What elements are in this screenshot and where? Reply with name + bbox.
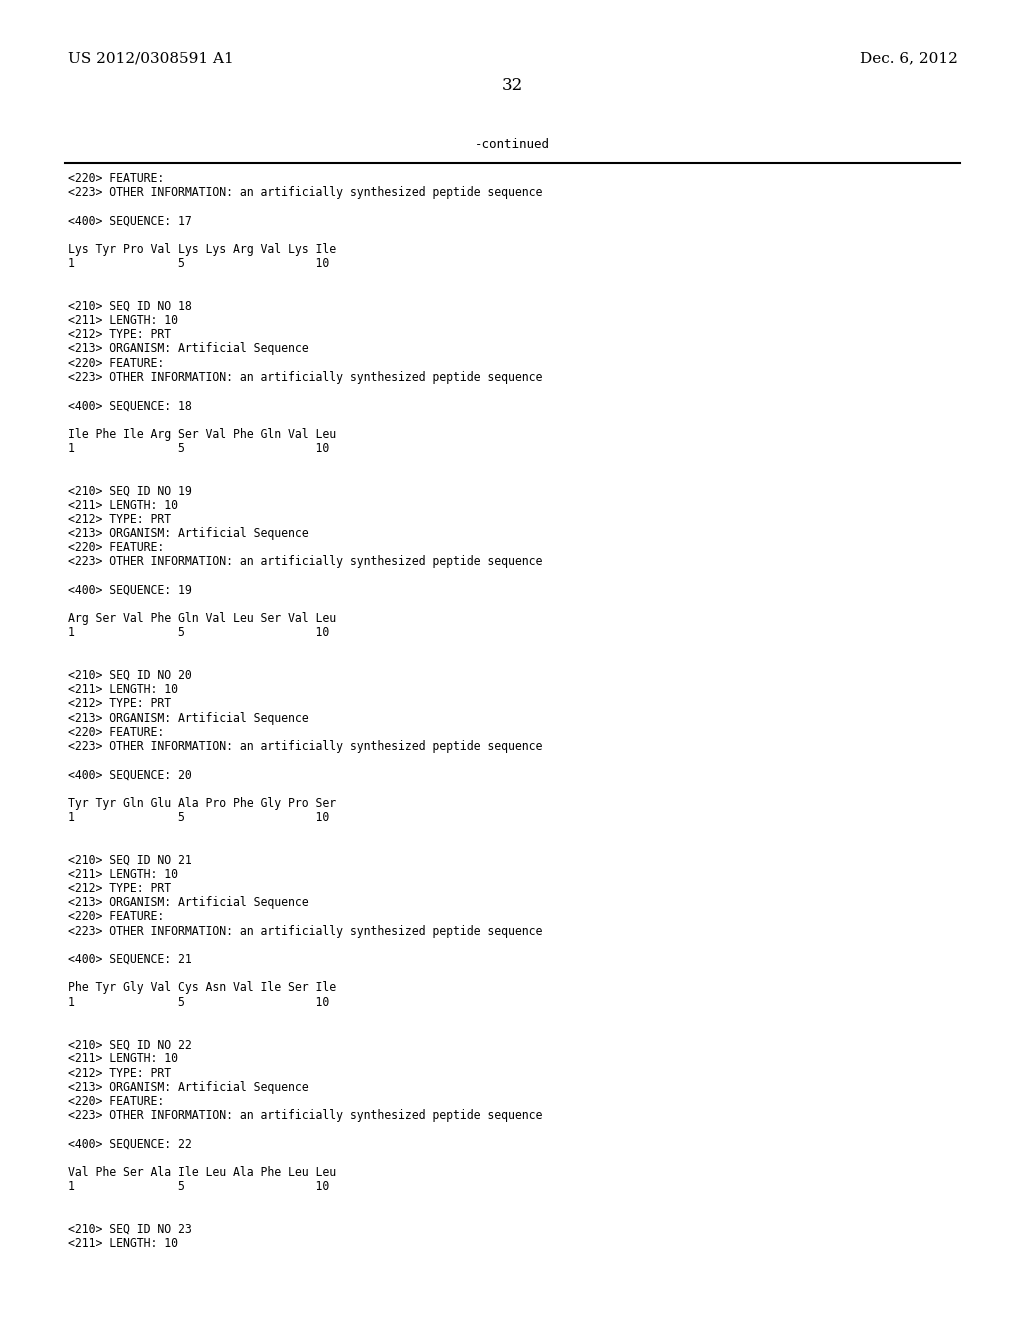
Text: <213> ORGANISM: Artificial Sequence: <213> ORGANISM: Artificial Sequence: [68, 711, 308, 725]
Text: Ile Phe Ile Arg Ser Val Phe Gln Val Leu: Ile Phe Ile Arg Ser Val Phe Gln Val Leu: [68, 428, 336, 441]
Text: <220> FEATURE:: <220> FEATURE:: [68, 356, 164, 370]
Text: <212> TYPE: PRT: <212> TYPE: PRT: [68, 882, 171, 895]
Text: Phe Tyr Gly Val Cys Asn Val Ile Ser Ile: Phe Tyr Gly Val Cys Asn Val Ile Ser Ile: [68, 981, 336, 994]
Text: 1               5                   10: 1 5 10: [68, 995, 330, 1008]
Text: <223> OTHER INFORMATION: an artificially synthesized peptide sequence: <223> OTHER INFORMATION: an artificially…: [68, 556, 543, 569]
Text: Val Phe Ser Ala Ile Leu Ala Phe Leu Leu: Val Phe Ser Ala Ile Leu Ala Phe Leu Leu: [68, 1166, 336, 1179]
Text: Dec. 6, 2012: Dec. 6, 2012: [860, 51, 958, 65]
Text: <220> FEATURE:: <220> FEATURE:: [68, 541, 164, 554]
Text: <212> TYPE: PRT: <212> TYPE: PRT: [68, 512, 171, 525]
Text: <211> LENGTH: 10: <211> LENGTH: 10: [68, 1237, 178, 1250]
Text: 32: 32: [502, 77, 522, 94]
Text: <223> OTHER INFORMATION: an artificially synthesized peptide sequence: <223> OTHER INFORMATION: an artificially…: [68, 371, 543, 384]
Text: <223> OTHER INFORMATION: an artificially synthesized peptide sequence: <223> OTHER INFORMATION: an artificially…: [68, 1109, 543, 1122]
Text: <212> TYPE: PRT: <212> TYPE: PRT: [68, 1067, 171, 1080]
Text: <211> LENGTH: 10: <211> LENGTH: 10: [68, 684, 178, 696]
Text: <210> SEQ ID NO 19: <210> SEQ ID NO 19: [68, 484, 191, 498]
Text: <211> LENGTH: 10: <211> LENGTH: 10: [68, 314, 178, 327]
Text: <220> FEATURE:: <220> FEATURE:: [68, 726, 164, 739]
Text: <210> SEQ ID NO 22: <210> SEQ ID NO 22: [68, 1039, 191, 1051]
Text: 1               5                   10: 1 5 10: [68, 1180, 330, 1193]
Text: <400> SEQUENCE: 21: <400> SEQUENCE: 21: [68, 953, 191, 966]
Text: <223> OTHER INFORMATION: an artificially synthesized peptide sequence: <223> OTHER INFORMATION: an artificially…: [68, 186, 543, 199]
Text: <223> OTHER INFORMATION: an artificially synthesized peptide sequence: <223> OTHER INFORMATION: an artificially…: [68, 924, 543, 937]
Text: <211> LENGTH: 10: <211> LENGTH: 10: [68, 499, 178, 512]
Text: <400> SEQUENCE: 20: <400> SEQUENCE: 20: [68, 768, 191, 781]
Text: <212> TYPE: PRT: <212> TYPE: PRT: [68, 697, 171, 710]
Text: 1               5                   10: 1 5 10: [68, 442, 330, 455]
Text: <400> SEQUENCE: 17: <400> SEQUENCE: 17: [68, 215, 191, 227]
Text: <400> SEQUENCE: 22: <400> SEQUENCE: 22: [68, 1138, 191, 1151]
Text: US 2012/0308591 A1: US 2012/0308591 A1: [68, 51, 233, 65]
Text: -continued: -continued: [474, 139, 550, 150]
Text: 1               5                   10: 1 5 10: [68, 810, 330, 824]
Text: <223> OTHER INFORMATION: an artificially synthesized peptide sequence: <223> OTHER INFORMATION: an artificially…: [68, 741, 543, 752]
Text: <220> FEATURE:: <220> FEATURE:: [68, 172, 164, 185]
Text: <220> FEATURE:: <220> FEATURE:: [68, 1096, 164, 1107]
Text: <212> TYPE: PRT: <212> TYPE: PRT: [68, 329, 171, 341]
Text: Arg Ser Val Phe Gln Val Leu Ser Val Leu: Arg Ser Val Phe Gln Val Leu Ser Val Leu: [68, 612, 336, 626]
Text: <210> SEQ ID NO 20: <210> SEQ ID NO 20: [68, 669, 191, 682]
Text: <211> LENGTH: 10: <211> LENGTH: 10: [68, 1052, 178, 1065]
Text: <211> LENGTH: 10: <211> LENGTH: 10: [68, 867, 178, 880]
Text: <213> ORGANISM: Artificial Sequence: <213> ORGANISM: Artificial Sequence: [68, 896, 308, 909]
Text: 1               5                   10: 1 5 10: [68, 627, 330, 639]
Text: <210> SEQ ID NO 23: <210> SEQ ID NO 23: [68, 1222, 191, 1236]
Text: Tyr Tyr Gln Glu Ala Pro Phe Gly Pro Ser: Tyr Tyr Gln Glu Ala Pro Phe Gly Pro Ser: [68, 797, 336, 809]
Text: <210> SEQ ID NO 21: <210> SEQ ID NO 21: [68, 854, 191, 867]
Text: <213> ORGANISM: Artificial Sequence: <213> ORGANISM: Artificial Sequence: [68, 342, 308, 355]
Text: <400> SEQUENCE: 18: <400> SEQUENCE: 18: [68, 399, 191, 412]
Text: <400> SEQUENCE: 19: <400> SEQUENCE: 19: [68, 583, 191, 597]
Text: <220> FEATURE:: <220> FEATURE:: [68, 911, 164, 924]
Text: 1               5                   10: 1 5 10: [68, 257, 330, 271]
Text: <210> SEQ ID NO 18: <210> SEQ ID NO 18: [68, 300, 191, 313]
Text: <213> ORGANISM: Artificial Sequence: <213> ORGANISM: Artificial Sequence: [68, 527, 308, 540]
Text: Lys Tyr Pro Val Lys Lys Arg Val Lys Ile: Lys Tyr Pro Val Lys Lys Arg Val Lys Ile: [68, 243, 336, 256]
Text: <213> ORGANISM: Artificial Sequence: <213> ORGANISM: Artificial Sequence: [68, 1081, 308, 1094]
